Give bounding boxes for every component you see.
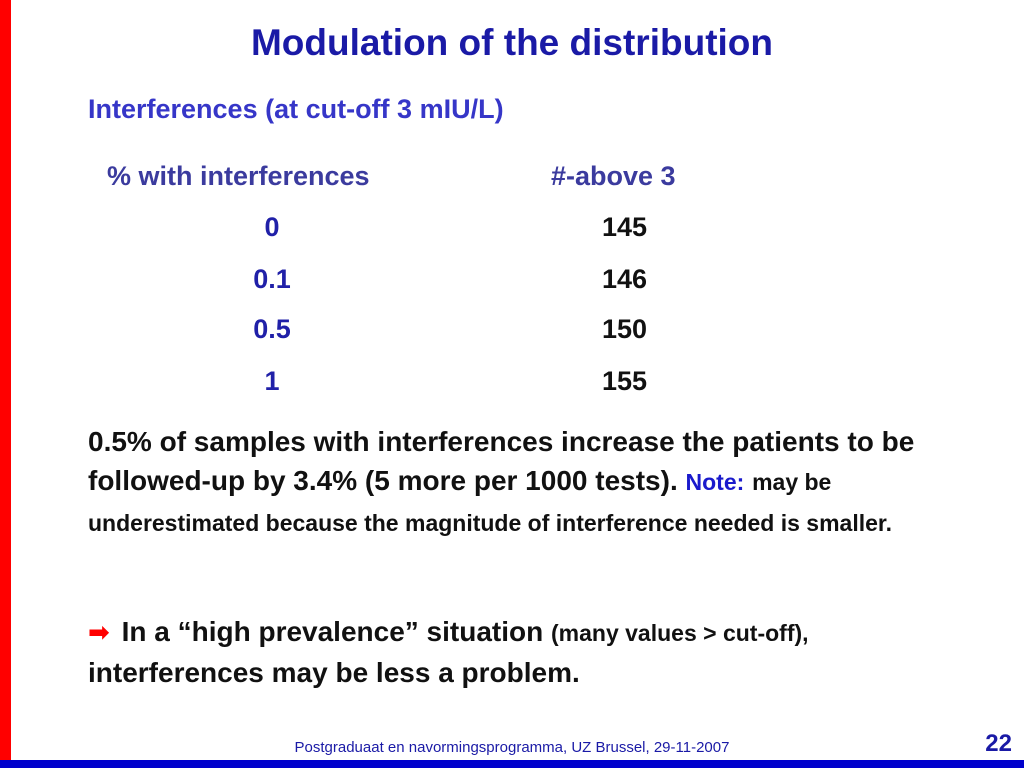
table-header-percent: % with interferences (107, 161, 370, 191)
footer-text: Postgraduaat en navormingsprogramma, UZ … (294, 739, 730, 756)
table-cell-percent: 0 (264, 212, 280, 242)
table-row: 1 155 (0, 366, 1024, 406)
slide-title: Modulation of the distribution (250, 22, 773, 63)
findings-paragraph: 0.5% of samples with interferences incre… (88, 422, 968, 543)
conclusion-paragraph: ➡ In a “high prevalence” situation (many… (88, 612, 988, 693)
table-cell-percent: 0.1 (253, 264, 291, 294)
table-cell-percent: 1 (264, 366, 280, 396)
conclusion-text-2: interferences may be less a problem. (88, 657, 580, 688)
table-cell-count: 146 (602, 264, 648, 294)
table-row: 0.5 150 (0, 314, 1024, 354)
slide-subtitle: Interferences (at cut-off 3 mIU/L) (88, 94, 504, 124)
findings-main-text: 0.5% of samples with interferences incre… (88, 426, 915, 496)
table-cell-count: 150 (602, 314, 648, 344)
table-header-above: #-above 3 (551, 161, 676, 191)
arrow-right-icon: ➡ (88, 617, 110, 647)
table-row: 0 145 (0, 212, 1024, 252)
conclusion-text-small: (many values > cut-off), (551, 620, 809, 646)
table-cell-percent: 0.5 (253, 314, 291, 344)
note-label: Note: (685, 469, 745, 495)
table-row: 0.1 146 (0, 264, 1024, 304)
conclusion-text-1: In a “high prevalence” situation (121, 616, 544, 647)
table-cell-count: 155 (602, 366, 648, 396)
bottom-accent-bar (0, 760, 1024, 768)
slide-number: 22 (985, 730, 1012, 757)
note-text: may be underestimated because the magnit… (88, 469, 892, 536)
table-cell-count: 145 (602, 212, 648, 242)
left-accent-bar (0, 0, 11, 768)
